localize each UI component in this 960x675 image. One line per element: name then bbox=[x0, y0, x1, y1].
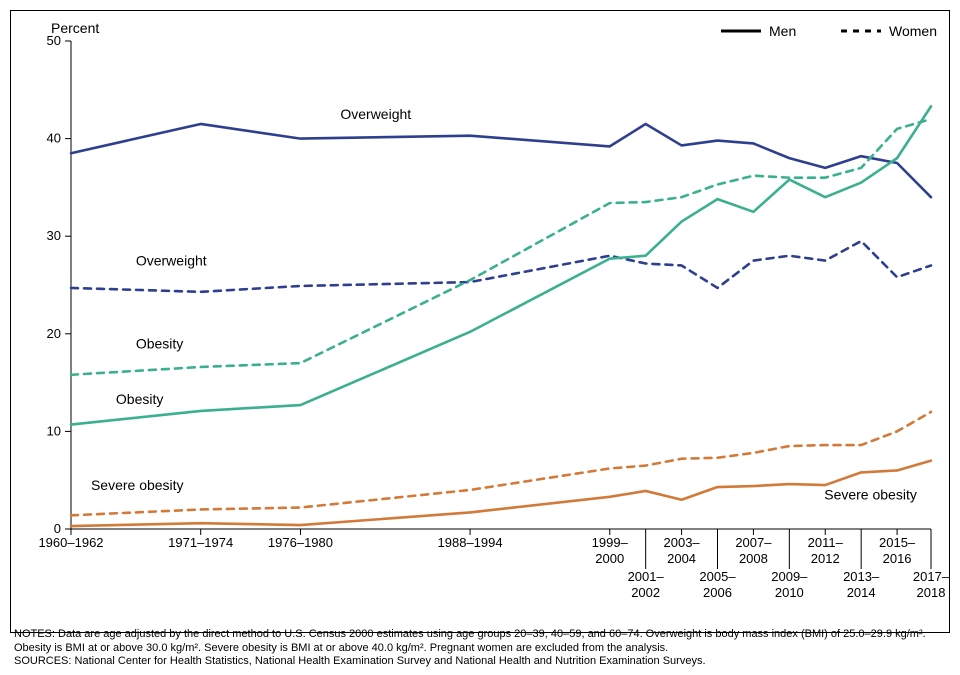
y-tick-label: 40 bbox=[47, 131, 61, 146]
x-tick-label: 1976–1980 bbox=[268, 535, 333, 550]
series-label-obesity_men: Obesity bbox=[116, 391, 163, 407]
x-tick-label: 2013– bbox=[843, 569, 880, 584]
series-label-overweight_women: Overweight bbox=[136, 252, 207, 268]
x-tick-label: 2008 bbox=[739, 551, 768, 566]
x-tick-label: 1971–1974 bbox=[168, 535, 233, 550]
y-tick-label: 20 bbox=[47, 326, 61, 341]
x-tick-label: 2014 bbox=[847, 585, 876, 600]
series-label-obesity_women: Obesity bbox=[136, 335, 183, 351]
chart-notes: NOTES: Data are age adjusted by the dire… bbox=[14, 628, 946, 669]
series-obesity_women bbox=[71, 119, 931, 375]
x-tick-label: 2010 bbox=[775, 585, 804, 600]
series-label-severe_women: Severe obesity bbox=[91, 477, 184, 493]
x-tick-label: 1960–1962 bbox=[38, 535, 103, 550]
legend-men-label: Men bbox=[769, 23, 796, 39]
x-tick-label: 2018 bbox=[917, 585, 946, 600]
chart-border: Percent010203040501960–19621971–19741976… bbox=[10, 10, 950, 633]
y-tick-label: 50 bbox=[47, 33, 61, 48]
x-tick-label: 2001– bbox=[628, 569, 665, 584]
series-label-overweight_men: Overweight bbox=[340, 106, 411, 122]
x-tick-label: 2012 bbox=[811, 551, 840, 566]
x-tick-label: 1988–1994 bbox=[438, 535, 503, 550]
x-tick-label: 2004 bbox=[667, 551, 696, 566]
series-severe_women bbox=[71, 412, 931, 515]
x-tick-label: 2016 bbox=[883, 551, 912, 566]
x-tick-label: 1999– bbox=[592, 535, 629, 550]
x-tick-label: 2000 bbox=[595, 551, 624, 566]
sources-line: SOURCES: National Center for Health Stat… bbox=[14, 655, 946, 669]
series-severe_men bbox=[71, 461, 931, 526]
x-tick-label: 2006 bbox=[703, 585, 732, 600]
trend-chart: Percent010203040501960–19621971–19741976… bbox=[11, 11, 949, 632]
x-tick-label: 2007– bbox=[735, 535, 772, 550]
x-tick-label: 2009– bbox=[771, 569, 808, 584]
series-label-severe_men: Severe obesity bbox=[824, 487, 917, 503]
legend-women-label: Women bbox=[889, 23, 937, 39]
x-tick-label: 2015– bbox=[879, 535, 916, 550]
x-tick-label: 2017– bbox=[913, 569, 949, 584]
x-tick-label: 2011– bbox=[808, 535, 844, 550]
y-tick-label: 30 bbox=[47, 228, 61, 243]
y-tick-label: 0 bbox=[54, 521, 61, 536]
notes-line: NOTES: Data are age adjusted by the dire… bbox=[14, 628, 946, 656]
x-tick-label: 2005– bbox=[699, 569, 736, 584]
x-tick-label: 2003– bbox=[664, 535, 701, 550]
x-tick-label: 2002 bbox=[631, 585, 660, 600]
y-tick-label: 10 bbox=[47, 423, 61, 438]
